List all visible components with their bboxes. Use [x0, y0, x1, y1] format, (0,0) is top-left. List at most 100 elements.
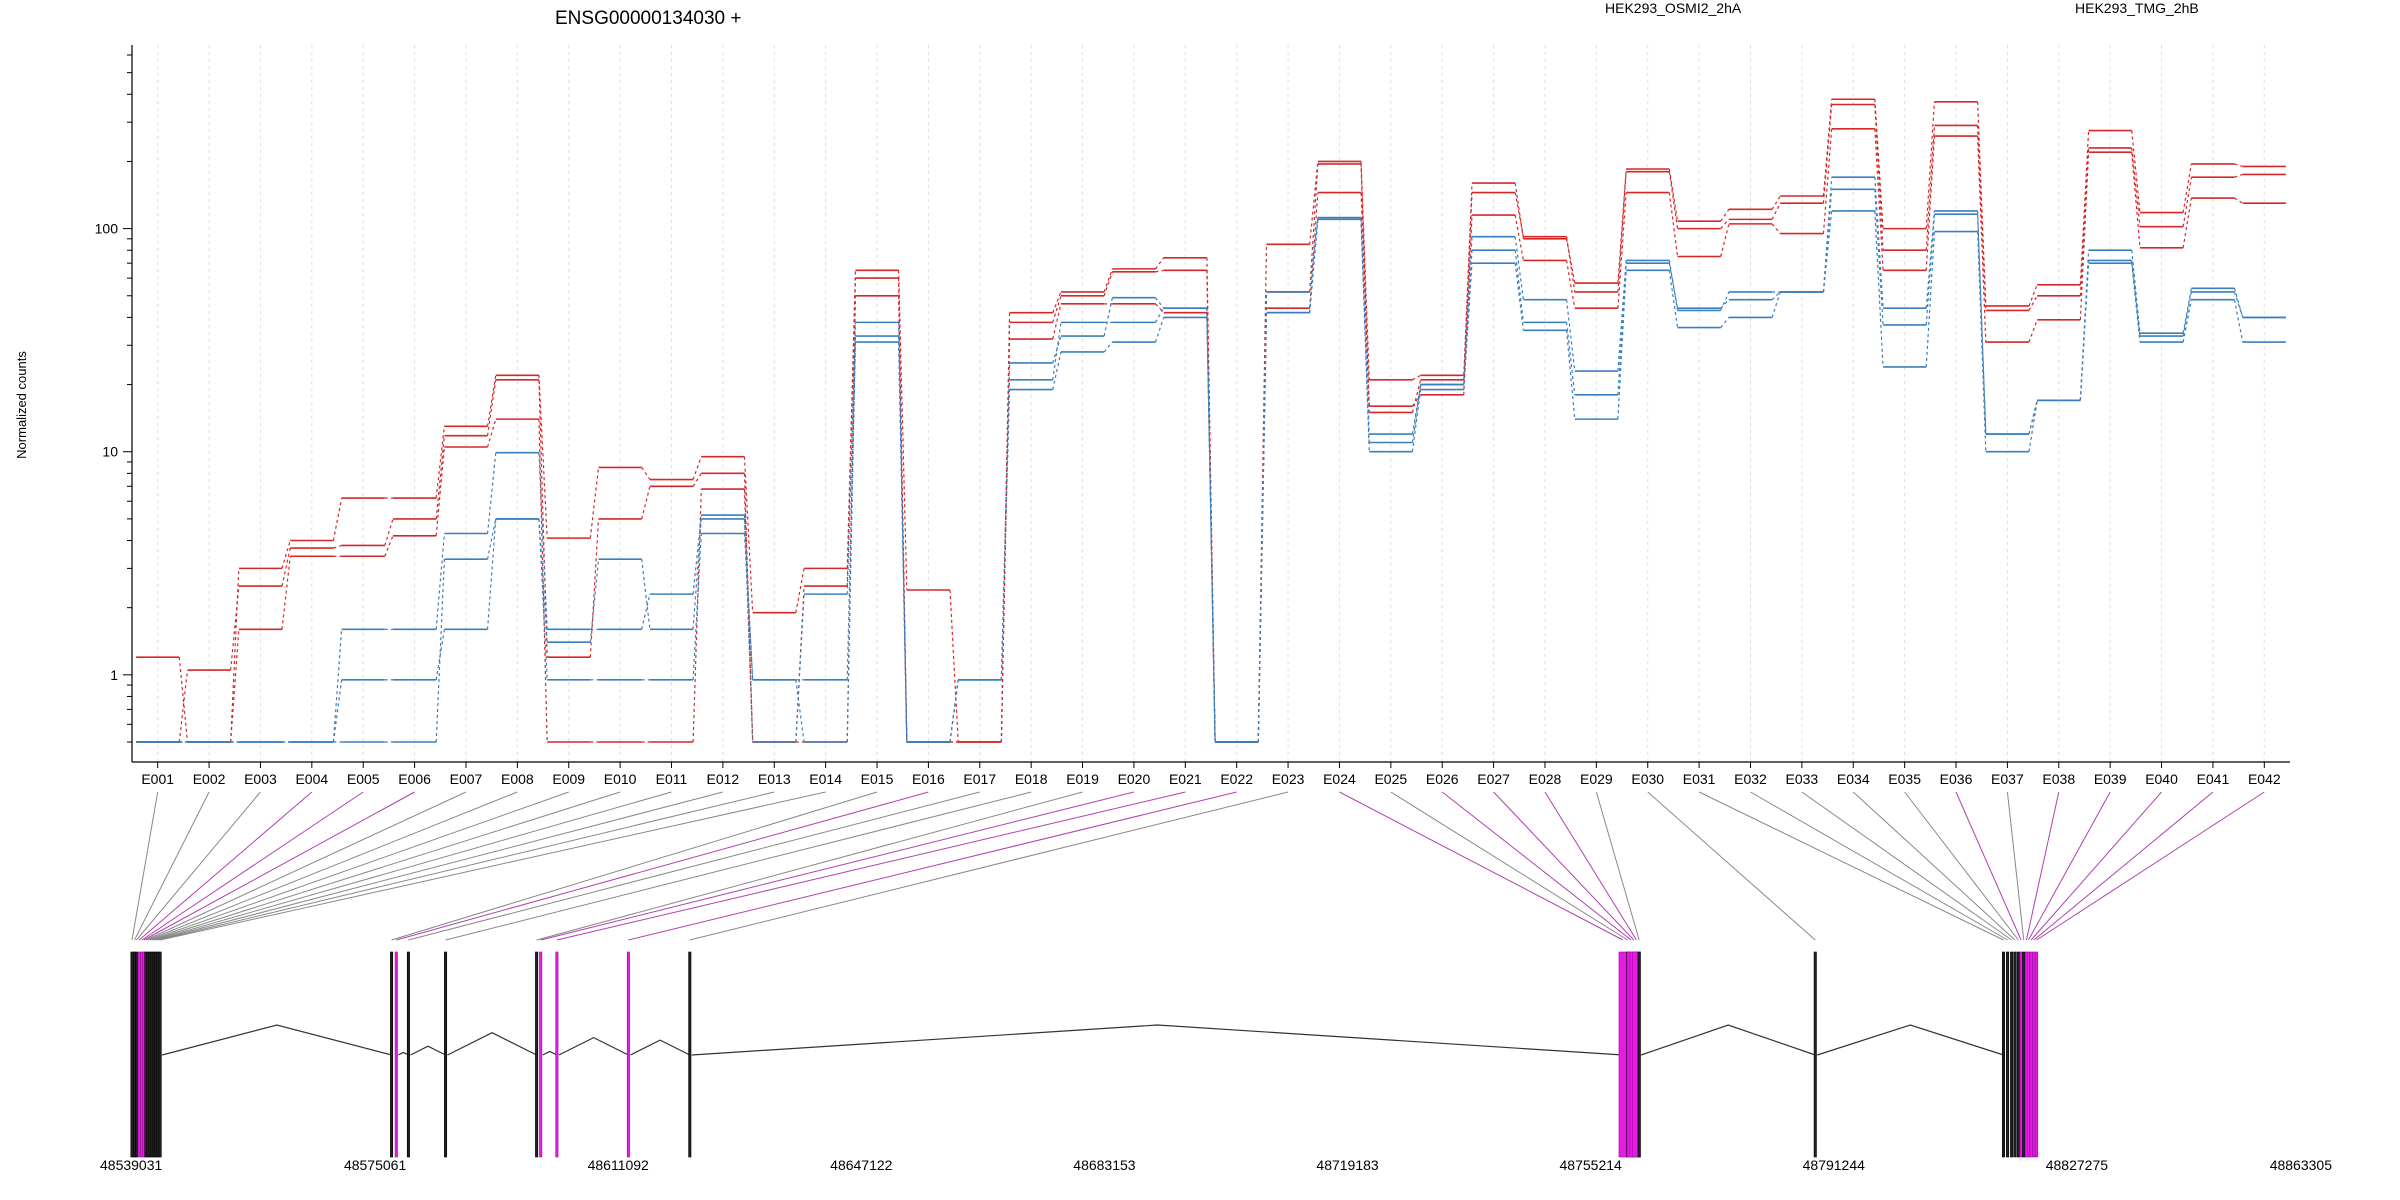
series-connector	[692, 533, 702, 680]
series-connector	[1977, 136, 1987, 343]
series-connector	[486, 379, 497, 436]
series-connector	[2079, 260, 2090, 401]
intron-line	[447, 1032, 537, 1056]
x-tick-label: E017	[963, 771, 996, 787]
intron-line	[410, 1045, 446, 1056]
exon-connector	[141, 791, 364, 941]
series-connector	[589, 559, 600, 643]
series-connector	[949, 589, 959, 743]
series-connector	[1206, 308, 1216, 743]
x-tick-label: E034	[1837, 771, 1870, 787]
series-connector	[1103, 271, 1113, 296]
x-tick-label: E003	[244, 771, 277, 787]
x-tick-label: E021	[1169, 771, 1202, 787]
exon-connector	[1955, 791, 2022, 941]
x-tick-label: E025	[1374, 771, 1407, 787]
series-connector	[1155, 297, 1165, 309]
exon-connector	[1904, 791, 2019, 941]
series-connector	[384, 535, 394, 557]
series-connector	[2234, 197, 2244, 204]
exon-box	[2035, 951, 2039, 1158]
series-connector	[1103, 268, 1113, 293]
series-connector	[384, 518, 394, 546]
exon-connector	[131, 791, 159, 941]
series-connector	[641, 467, 651, 480]
exon-connector	[628, 791, 1237, 941]
series-connector	[1874, 177, 1884, 309]
series-connector	[846, 336, 857, 743]
series-connector	[230, 585, 240, 671]
exon-connector	[556, 791, 1186, 941]
series-connector	[281, 556, 291, 630]
series-connector	[178, 657, 189, 743]
series-connector	[1925, 214, 1936, 325]
series-connector	[1771, 291, 1781, 318]
x-tick-label: E041	[2197, 771, 2230, 787]
series-connector	[1668, 260, 1679, 311]
series-connector	[898, 336, 908, 743]
series-osmi2-1	[136, 103, 2286, 743]
x-tick-label: E031	[1683, 771, 1716, 787]
series-connector	[486, 518, 497, 560]
series-connector	[1052, 295, 1062, 323]
series-connector	[435, 559, 445, 743]
series-connector	[1617, 168, 1627, 284]
series-connector	[1822, 189, 1833, 293]
x-tick-label: E010	[604, 771, 637, 787]
plot-series	[136, 98, 2286, 743]
exon-box	[555, 951, 559, 1158]
series-connector	[1720, 299, 1730, 309]
series-connector	[538, 379, 548, 658]
series-connector	[692, 456, 702, 480]
series-connector	[743, 456, 754, 613]
series-connector	[2182, 177, 2192, 227]
x-tick-label: E042	[2248, 771, 2281, 787]
series-connector	[1617, 192, 1627, 309]
x-tick-label: E012	[707, 771, 740, 787]
series-connector	[641, 593, 651, 630]
exon-connector	[1647, 791, 1816, 941]
series-connector	[1514, 250, 1524, 323]
series-connector	[1771, 202, 1781, 220]
series-connector	[743, 489, 754, 743]
series-connector	[1565, 238, 1576, 284]
series-connector	[641, 486, 651, 520]
intron-line	[398, 1051, 409, 1056]
series-connector	[1565, 330, 1576, 420]
series-connector	[1052, 351, 1062, 390]
series-connector	[1514, 236, 1524, 300]
exon-box	[688, 951, 692, 1158]
series-connector	[1052, 322, 1062, 380]
series-connector	[1411, 384, 1422, 443]
gene-model	[130, 951, 2039, 1158]
series-connector	[743, 533, 754, 680]
exon-box	[2010, 951, 2014, 1158]
x-tick-label: E028	[1529, 771, 1562, 787]
exon-connector	[396, 791, 929, 941]
exon-box	[1813, 951, 1817, 1158]
series-tmg-5	[136, 188, 2286, 743]
series-connector	[435, 629, 445, 680]
exon-box	[2026, 951, 2030, 1158]
grid	[157, 45, 2265, 762]
series-connector	[1360, 217, 1370, 443]
series-connector	[435, 446, 445, 536]
exon-connector	[157, 791, 775, 941]
series-connector	[1771, 223, 1781, 234]
x-tick-label: E011	[656, 771, 688, 787]
series-connector	[435, 426, 445, 499]
legend-entry-osmi2: HEK293_OSMI2_2hA	[1605, 0, 1742, 16]
series-connector	[1000, 339, 1011, 743]
series-connector	[795, 594, 805, 743]
exon-connector	[151, 791, 621, 941]
exon-box	[2029, 951, 2033, 1158]
series-connector	[1617, 270, 1627, 420]
x-tick-label: E023	[1272, 771, 1305, 787]
series-connector	[795, 679, 805, 743]
y-tick-label: 100	[95, 221, 119, 237]
series-connector	[1874, 210, 1884, 367]
coordinate-label: 48719183	[1316, 1157, 1379, 1173]
series-connector	[1309, 217, 1319, 293]
series-connector	[1154, 317, 1165, 343]
x-tick-label: E029	[1580, 771, 1613, 787]
